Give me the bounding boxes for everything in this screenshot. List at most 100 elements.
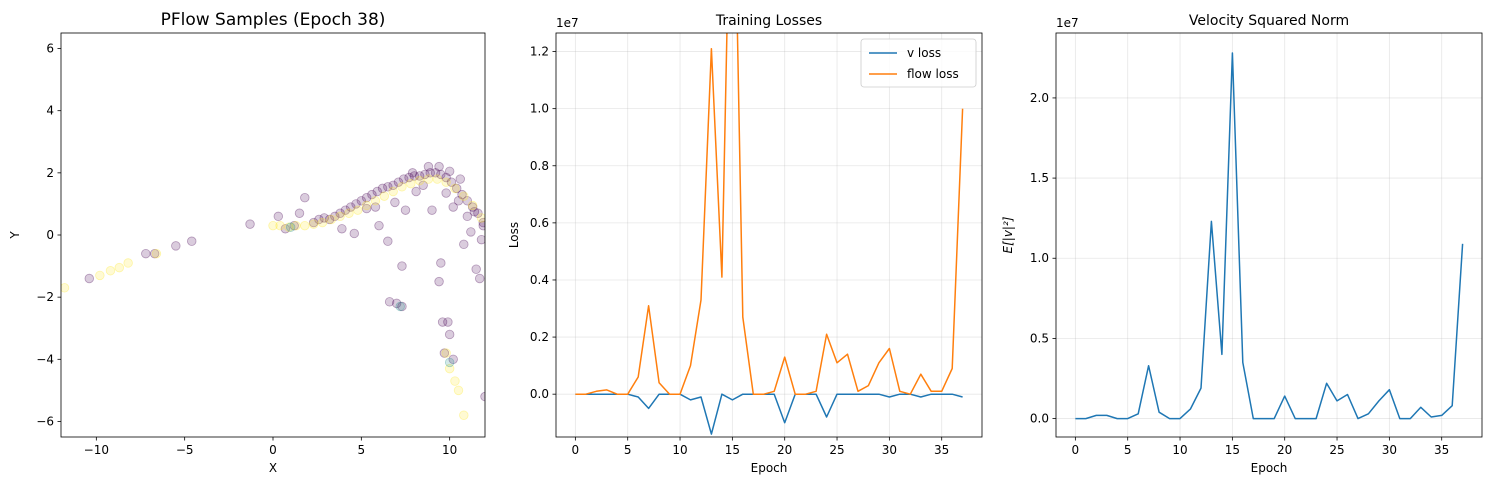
y-tick-label: 1.0	[530, 102, 549, 116]
scatter-point-purple	[452, 183, 462, 194]
scatter-point-purple	[444, 166, 455, 176]
scatter-point-yellow	[353, 205, 363, 215]
scatter-point-yellow	[326, 214, 337, 225]
scatter-point-purple	[335, 208, 345, 218]
scatter-point-purple	[436, 258, 446, 268]
axes-frame	[555, 32, 983, 438]
scatter-point-purple	[420, 169, 430, 180]
scatter-point-purple	[356, 196, 367, 206]
x-tick-label: 5	[358, 443, 366, 457]
scatter-point-purple	[471, 264, 481, 274]
scatter-point-purple	[436, 169, 446, 180]
scatter-point-purple	[289, 220, 299, 231]
scatter-point-purple	[397, 301, 407, 312]
x-tick-label: 15	[1225, 443, 1240, 457]
scatter-point-purple	[370, 202, 381, 212]
scatter-point-yellow	[284, 222, 294, 232]
scatter-point-purple	[430, 168, 441, 178]
scatter-point-purple	[423, 161, 434, 172]
scatter-point-purple	[427, 205, 437, 215]
scatter-point-purple	[391, 298, 402, 309]
scatter-point-purple	[448, 202, 458, 212]
scatter-point-purple	[441, 172, 451, 183]
x-axis-label: Epoch	[1251, 461, 1288, 475]
scatter-point-yellow	[476, 213, 485, 223]
scatter-point-purple	[383, 236, 393, 246]
scatter-point-purple	[377, 183, 388, 194]
scatter-point-purple	[444, 329, 455, 340]
scatter-point-purple	[400, 205, 411, 215]
legend-label-1: v loss	[907, 46, 941, 60]
y-tick-label: 1.2	[530, 45, 549, 59]
scatter-point-purple	[346, 202, 356, 212]
scatter-point-yellow	[397, 182, 407, 192]
x-tick-label: 10	[672, 443, 687, 457]
scatter-point-purple	[434, 276, 444, 287]
scatter-point-purple	[337, 224, 347, 234]
scatter-point-purple	[467, 202, 478, 212]
scatter-point-purple	[475, 273, 485, 284]
scatter-point-purple	[453, 196, 464, 206]
scatter-point-purple	[280, 224, 291, 234]
y-tick-label: 0	[46, 228, 54, 242]
y-tick-label: −4	[36, 352, 54, 366]
legend-label-2: flow loss	[907, 67, 959, 81]
panel-1: −10 −5 0 5 10 −6 −4 −2 0 2 4 6 PFlow Samples (Epoch …	[8, 10, 486, 475]
scatter-point-purple	[330, 211, 340, 222]
scatter-point-purple	[308, 217, 319, 228]
y-tick-label: −6	[36, 414, 54, 428]
x-tick-label: 35	[934, 443, 949, 457]
scatter-point-purple	[384, 297, 395, 307]
chart-title: PFlow Samples (Epoch 38)	[161, 10, 386, 30]
scatter-point-yellow	[406, 179, 416, 189]
y-tick-label: 6	[46, 42, 54, 56]
scatter-point-purple	[314, 214, 324, 225]
scatter-point-purple	[374, 220, 384, 231]
scatter-point-yellow	[308, 219, 319, 229]
plot-area	[1075, 52, 1464, 420]
x-tick-label: 0	[572, 443, 580, 457]
scatter-point-purple	[466, 227, 476, 237]
scatter-point-purple	[383, 182, 393, 192]
scatter-point-yellow	[459, 410, 469, 420]
scatter-point-purple	[393, 177, 404, 187]
scatter-point-purple	[478, 217, 485, 228]
axis-exponent-label: 1e7	[556, 16, 579, 30]
legend: v loss flow loss	[860, 38, 977, 88]
scatter-point-yellow	[432, 174, 443, 184]
scatter-point-yellow	[335, 211, 345, 222]
y-tick-label: 1.0	[1030, 251, 1049, 265]
axis-exponent-label: 1e7	[1056, 16, 1079, 30]
scatter-point-yellow	[379, 191, 390, 201]
y-tick-label: 1.5	[1030, 171, 1049, 185]
scatter-point-purple	[351, 199, 361, 209]
x-tick-label: 10	[442, 443, 457, 457]
y-tick-label: 0.5	[1030, 331, 1049, 345]
scatter-point-yellow	[275, 220, 285, 231]
scatter-point-yellow	[453, 385, 464, 396]
scatter-point-yellow	[444, 363, 455, 374]
scatter-point-purple	[448, 354, 458, 365]
scatter-point-purple	[409, 171, 420, 181]
scatter-point-yellow	[414, 175, 425, 186]
x-tick-label: 20	[777, 443, 792, 457]
scatter-point-purple	[441, 188, 451, 198]
scatter-point-yellow	[151, 248, 162, 259]
y-axis-label: Loss	[507, 222, 521, 248]
scatter-point-yellow	[344, 208, 354, 218]
panel-3: 0 5 10 15 20 25 30 35 0.0 0.5 1.0 1.5 2.0 1e7 Velocity…	[1001, 13, 1483, 475]
scatter-point-purple	[480, 391, 485, 402]
scatter-point-purple	[319, 213, 329, 223]
axes-frame	[60, 32, 486, 438]
y-axis-label: E[|v|²]	[1001, 216, 1015, 253]
scatter-point-purple	[455, 174, 465, 184]
x-tick-label: 0	[269, 443, 277, 457]
scatter-point-purple	[340, 205, 351, 215]
scatter-point-purple	[349, 228, 359, 239]
x-tick-label: −10	[84, 443, 109, 457]
scatter-point-purple	[372, 186, 382, 197]
scatter-point-yellow	[441, 348, 451, 358]
scatter-point-purple	[141, 248, 151, 259]
scatter-point-yellow	[268, 220, 278, 231]
